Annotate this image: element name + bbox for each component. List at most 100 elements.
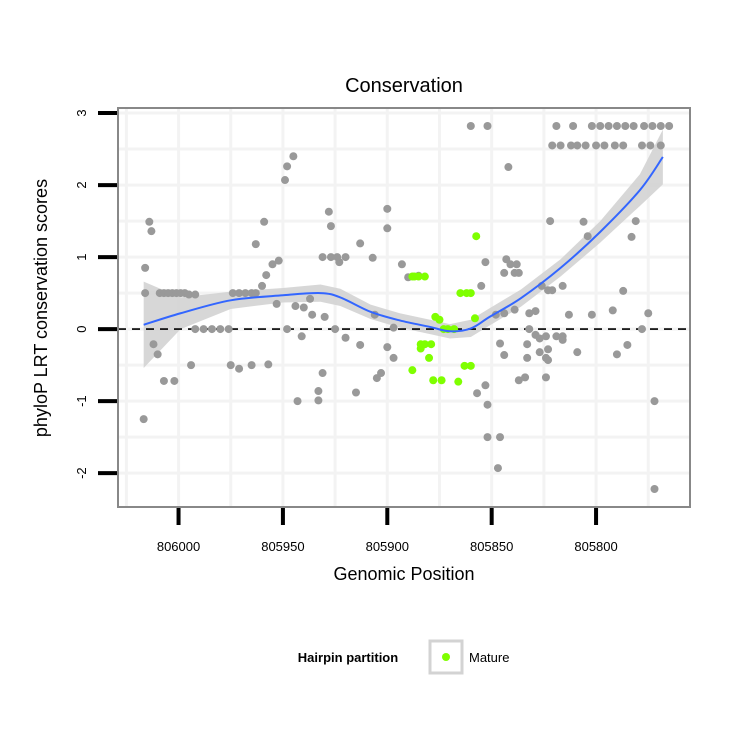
other-point: [477, 281, 486, 290]
mature-point: [435, 315, 444, 324]
other-point: [377, 369, 386, 378]
legend-title: Hairpin partition: [298, 650, 398, 665]
legend: Hairpin partition Mature: [298, 639, 509, 675]
other-point: [541, 332, 550, 341]
other-point: [331, 325, 340, 334]
other-point: [564, 310, 573, 319]
other-point: [283, 162, 292, 171]
other-point: [145, 217, 154, 226]
other-point: [496, 339, 505, 348]
y-axis-label: phyloP LRT conservation scores: [31, 179, 51, 437]
other-point: [610, 141, 619, 150]
other-point: [272, 299, 281, 308]
y-tick-label: 0: [74, 325, 89, 332]
other-point: [216, 325, 225, 334]
other-point: [258, 281, 267, 290]
mature-point: [427, 340, 436, 349]
other-point: [619, 286, 628, 295]
mature-point: [425, 353, 434, 362]
other-point: [356, 239, 365, 248]
x-axis-label: Genomic Position: [333, 564, 474, 584]
other-point: [612, 350, 621, 359]
other-point: [147, 227, 156, 236]
other-point: [548, 141, 557, 150]
y-tick-label: 2: [74, 181, 89, 188]
plot-panel-border: [117, 107, 691, 508]
mature-point: [429, 376, 438, 385]
other-point: [224, 325, 233, 334]
other-point: [483, 400, 492, 409]
other-point: [525, 325, 534, 334]
other-point: [306, 294, 315, 303]
mature-point: [414, 272, 423, 281]
other-point: [592, 141, 601, 150]
other-point: [170, 376, 179, 385]
other-point: [297, 332, 306, 341]
x-tick-label: 806000: [157, 539, 200, 554]
y-tick-label: 3: [74, 109, 89, 116]
other-point: [637, 141, 646, 150]
other-point: [535, 334, 544, 343]
other-point: [153, 350, 162, 359]
other-point: [596, 122, 605, 131]
other-point: [656, 122, 665, 131]
other-point: [573, 348, 582, 357]
other-point: [383, 224, 392, 233]
other-point: [389, 353, 398, 362]
other-point: [235, 289, 244, 298]
other-point: [281, 176, 290, 185]
other-point: [496, 433, 505, 442]
other-point: [504, 163, 513, 172]
other-point: [264, 360, 273, 369]
other-point: [481, 258, 490, 267]
mature-point: [437, 376, 446, 385]
other-point: [552, 122, 561, 131]
other-point: [512, 260, 521, 269]
other-point: [268, 260, 277, 269]
other-point: [619, 141, 628, 150]
other-point: [631, 217, 640, 226]
other-point: [500, 268, 509, 277]
other-point: [191, 290, 200, 299]
other-point: [314, 387, 323, 396]
y-tick-label: -2: [74, 467, 89, 479]
other-point: [466, 122, 475, 131]
other-point: [235, 364, 244, 373]
other-point: [326, 222, 335, 231]
y-tick-label: -1: [74, 395, 89, 407]
x-tick-label: 805800: [574, 539, 617, 554]
other-point: [368, 253, 377, 262]
axes: -2 -1 0 1 2 3 806000 805950 805900 805850 805800: [74, 109, 618, 554]
smooth-line: [143, 156, 664, 333]
other-point: [546, 217, 555, 226]
mature-point: [408, 366, 417, 375]
mature-point: [472, 232, 481, 241]
other-point: [383, 343, 392, 352]
other-point: [251, 240, 260, 249]
other-point: [274, 256, 283, 265]
other-point: [637, 325, 646, 334]
other-point: [251, 289, 260, 298]
other-point: [579, 217, 588, 226]
other-point: [567, 141, 576, 150]
other-point: [483, 433, 492, 442]
other-point: [283, 325, 292, 334]
other-point: [184, 290, 193, 299]
other-point: [293, 397, 302, 406]
other-point: [648, 122, 657, 131]
other-point: [573, 141, 582, 150]
other-point: [473, 389, 482, 398]
other-point: [159, 376, 168, 385]
other-point: [506, 260, 515, 269]
other-point: [587, 310, 596, 319]
mature-point: [470, 314, 479, 323]
other-point: [525, 309, 534, 318]
other-point: [260, 217, 269, 226]
other-point: [187, 361, 196, 370]
other-point: [665, 122, 674, 131]
other-point: [583, 232, 592, 241]
other-point: [141, 289, 150, 298]
other-point: [226, 361, 235, 370]
x-tick-label: 805900: [366, 539, 409, 554]
other-point: [139, 415, 148, 424]
